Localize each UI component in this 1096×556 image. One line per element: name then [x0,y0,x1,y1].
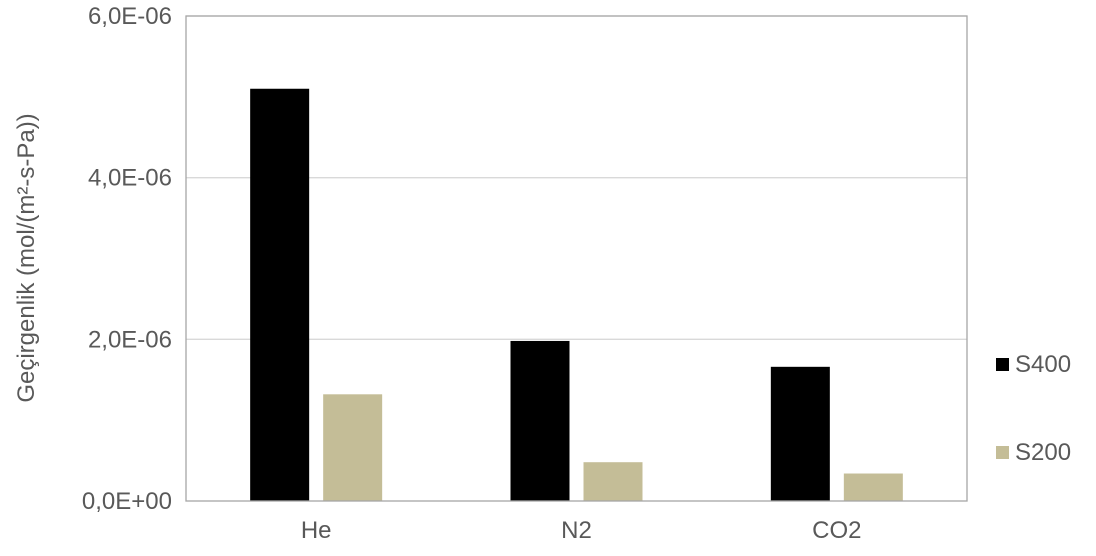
y-axis-ticks: 0,0E+00 2,0E-06 4,0E-06 6,0E-06 [82,3,172,515]
bar-s400-he [250,88,310,501]
bars [250,88,903,501]
x-tick-label: He [301,517,332,544]
plot-frame [185,15,968,502]
y-axis-title: Geçirgenlik (mol/(m²-s-Pa)) [13,113,40,402]
y-tick-label: 4,0E-06 [88,165,172,192]
y-tick-label: 2,0E-06 [88,326,172,353]
bar-s200-co2 [843,473,903,501]
bar-s400-co2 [770,366,830,501]
legend-swatch-s400 [996,358,1009,371]
bar-s200-n2 [583,462,643,501]
y-tick-label: 0,0E+00 [82,488,172,515]
plot-area-border [185,15,968,502]
legend: S400 S200 [996,351,1071,466]
legend-swatch-s200 [996,446,1009,459]
bar-s200-he [323,394,383,501]
bar-s400-n2 [510,340,570,501]
x-tick-label: N2 [561,517,592,544]
legend-label-s200: S200 [1015,439,1071,466]
y-tick-label: 6,0E-06 [88,3,172,30]
legend-label-s400: S400 [1015,351,1071,378]
x-tick-label: CO2 [812,517,861,544]
x-axis-ticks: He N2 CO2 [301,517,862,544]
